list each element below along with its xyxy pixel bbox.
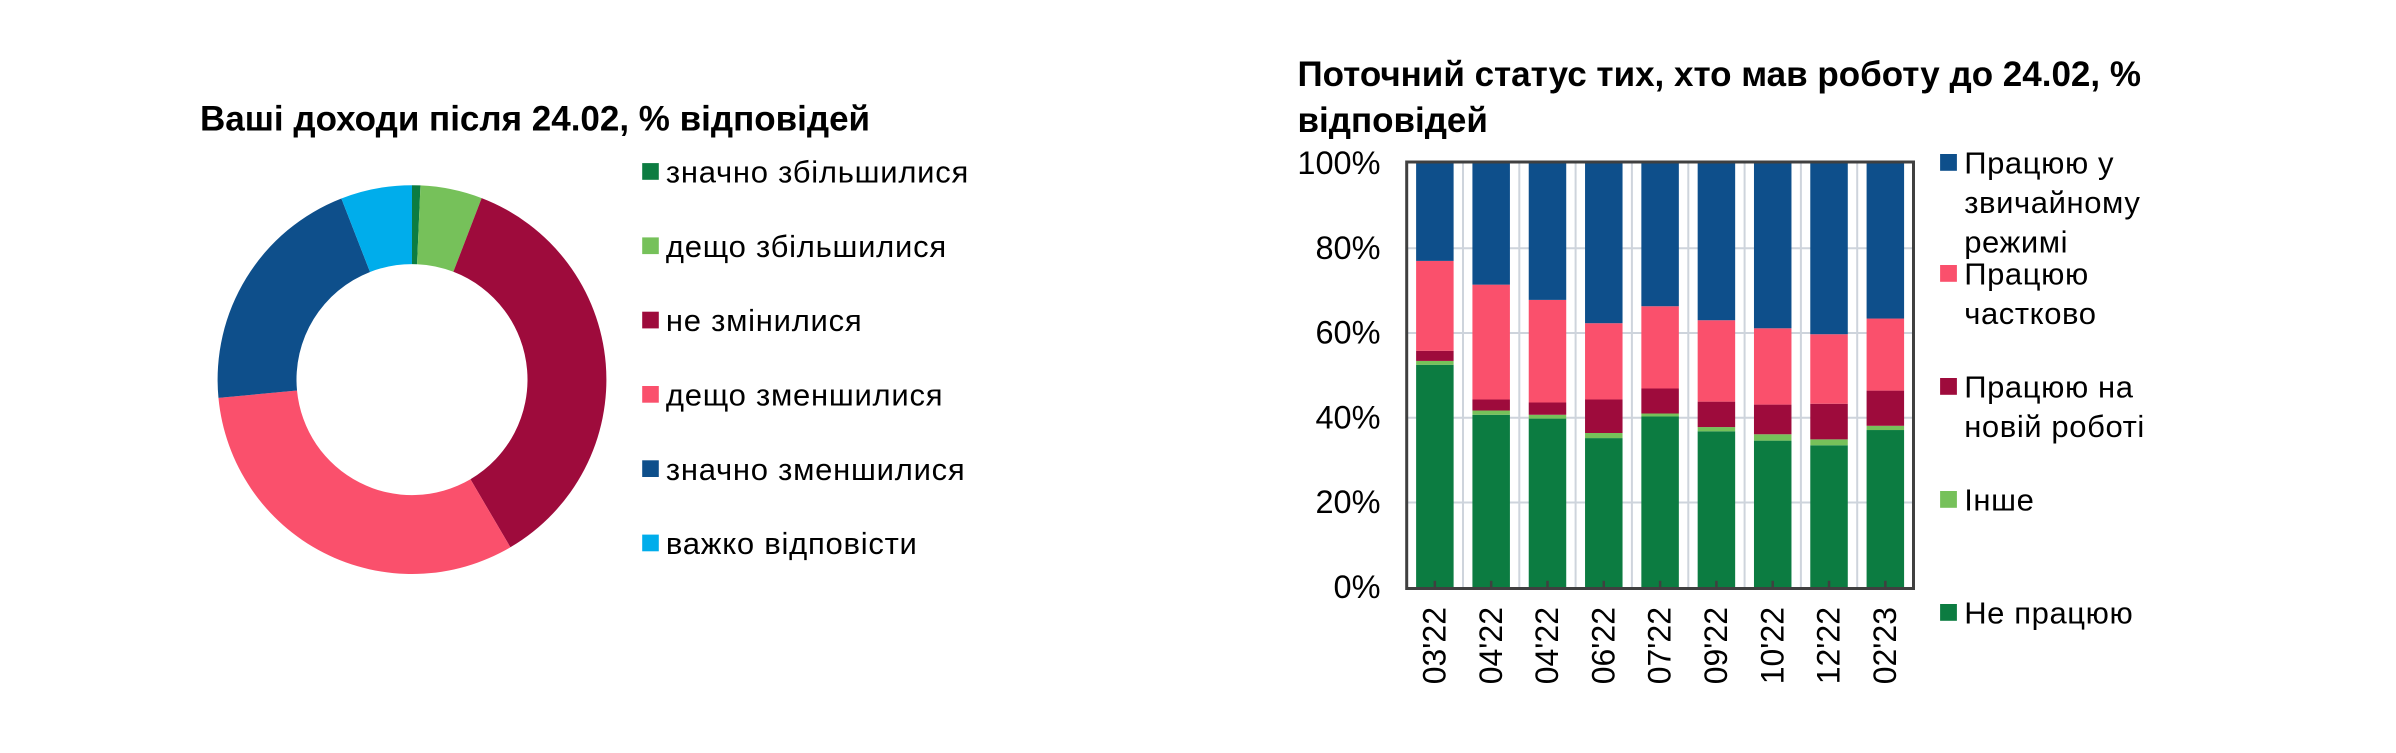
svg-text:06'22: 06'22	[1585, 607, 1621, 684]
svg-text:не змінилися: не змінилися	[666, 303, 863, 338]
svg-text:20%: 20%	[1315, 484, 1380, 520]
svg-text:03'22: 03'22	[1416, 607, 1452, 684]
svg-text:частково: частково	[1964, 296, 2096, 331]
svg-text:відповідей: відповідей	[1298, 101, 1488, 140]
svg-text:60%: 60%	[1315, 315, 1380, 351]
svg-text:звичайному: звичайному	[1964, 185, 2140, 220]
svg-text:режимі: режимі	[1964, 224, 2068, 259]
svg-text:02'23: 02'23	[1867, 607, 1903, 684]
svg-text:100%: 100%	[1297, 145, 1380, 181]
svg-text:дещо збільшилися: дещо збільшилися	[666, 229, 947, 264]
svg-text:Інше: Інше	[1964, 483, 2034, 518]
svg-text:09'22: 09'22	[1698, 607, 1734, 684]
svg-text:04'22: 04'22	[1473, 607, 1509, 684]
svg-text:04'22: 04'22	[1529, 607, 1565, 684]
svg-text:значно зменшилися: значно зменшилися	[666, 452, 966, 487]
svg-text:Працюю на: Працюю на	[1964, 370, 2134, 405]
svg-text:дещо зменшилися: дещо зменшилися	[666, 378, 943, 413]
svg-text:Не працюю: Не працюю	[1964, 596, 2133, 631]
svg-text:значно збільшилися: значно збільшилися	[666, 155, 969, 190]
svg-text:12'22: 12'22	[1811, 607, 1847, 684]
svg-text:новій роботі: новій роботі	[1964, 409, 2145, 444]
svg-text:0%: 0%	[1334, 569, 1381, 605]
svg-text:Працюю у: Працюю у	[1964, 146, 2114, 181]
svg-text:80%: 80%	[1315, 230, 1380, 266]
svg-text:важко відповісти: важко відповісти	[666, 526, 918, 561]
svg-text:07'22: 07'22	[1642, 607, 1678, 684]
svg-text:40%: 40%	[1315, 399, 1380, 435]
svg-text:Ваші доходи після 24.02, % від: Ваші доходи після 24.02, % відповідей	[200, 100, 870, 139]
svg-text:10'22: 10'22	[1754, 607, 1790, 684]
svg-text:Поточний статус тих, хто мав р: Поточний статус тих, хто мав роботу до 2…	[1298, 55, 2141, 94]
svg-text:Працюю: Працюю	[1964, 257, 2089, 292]
